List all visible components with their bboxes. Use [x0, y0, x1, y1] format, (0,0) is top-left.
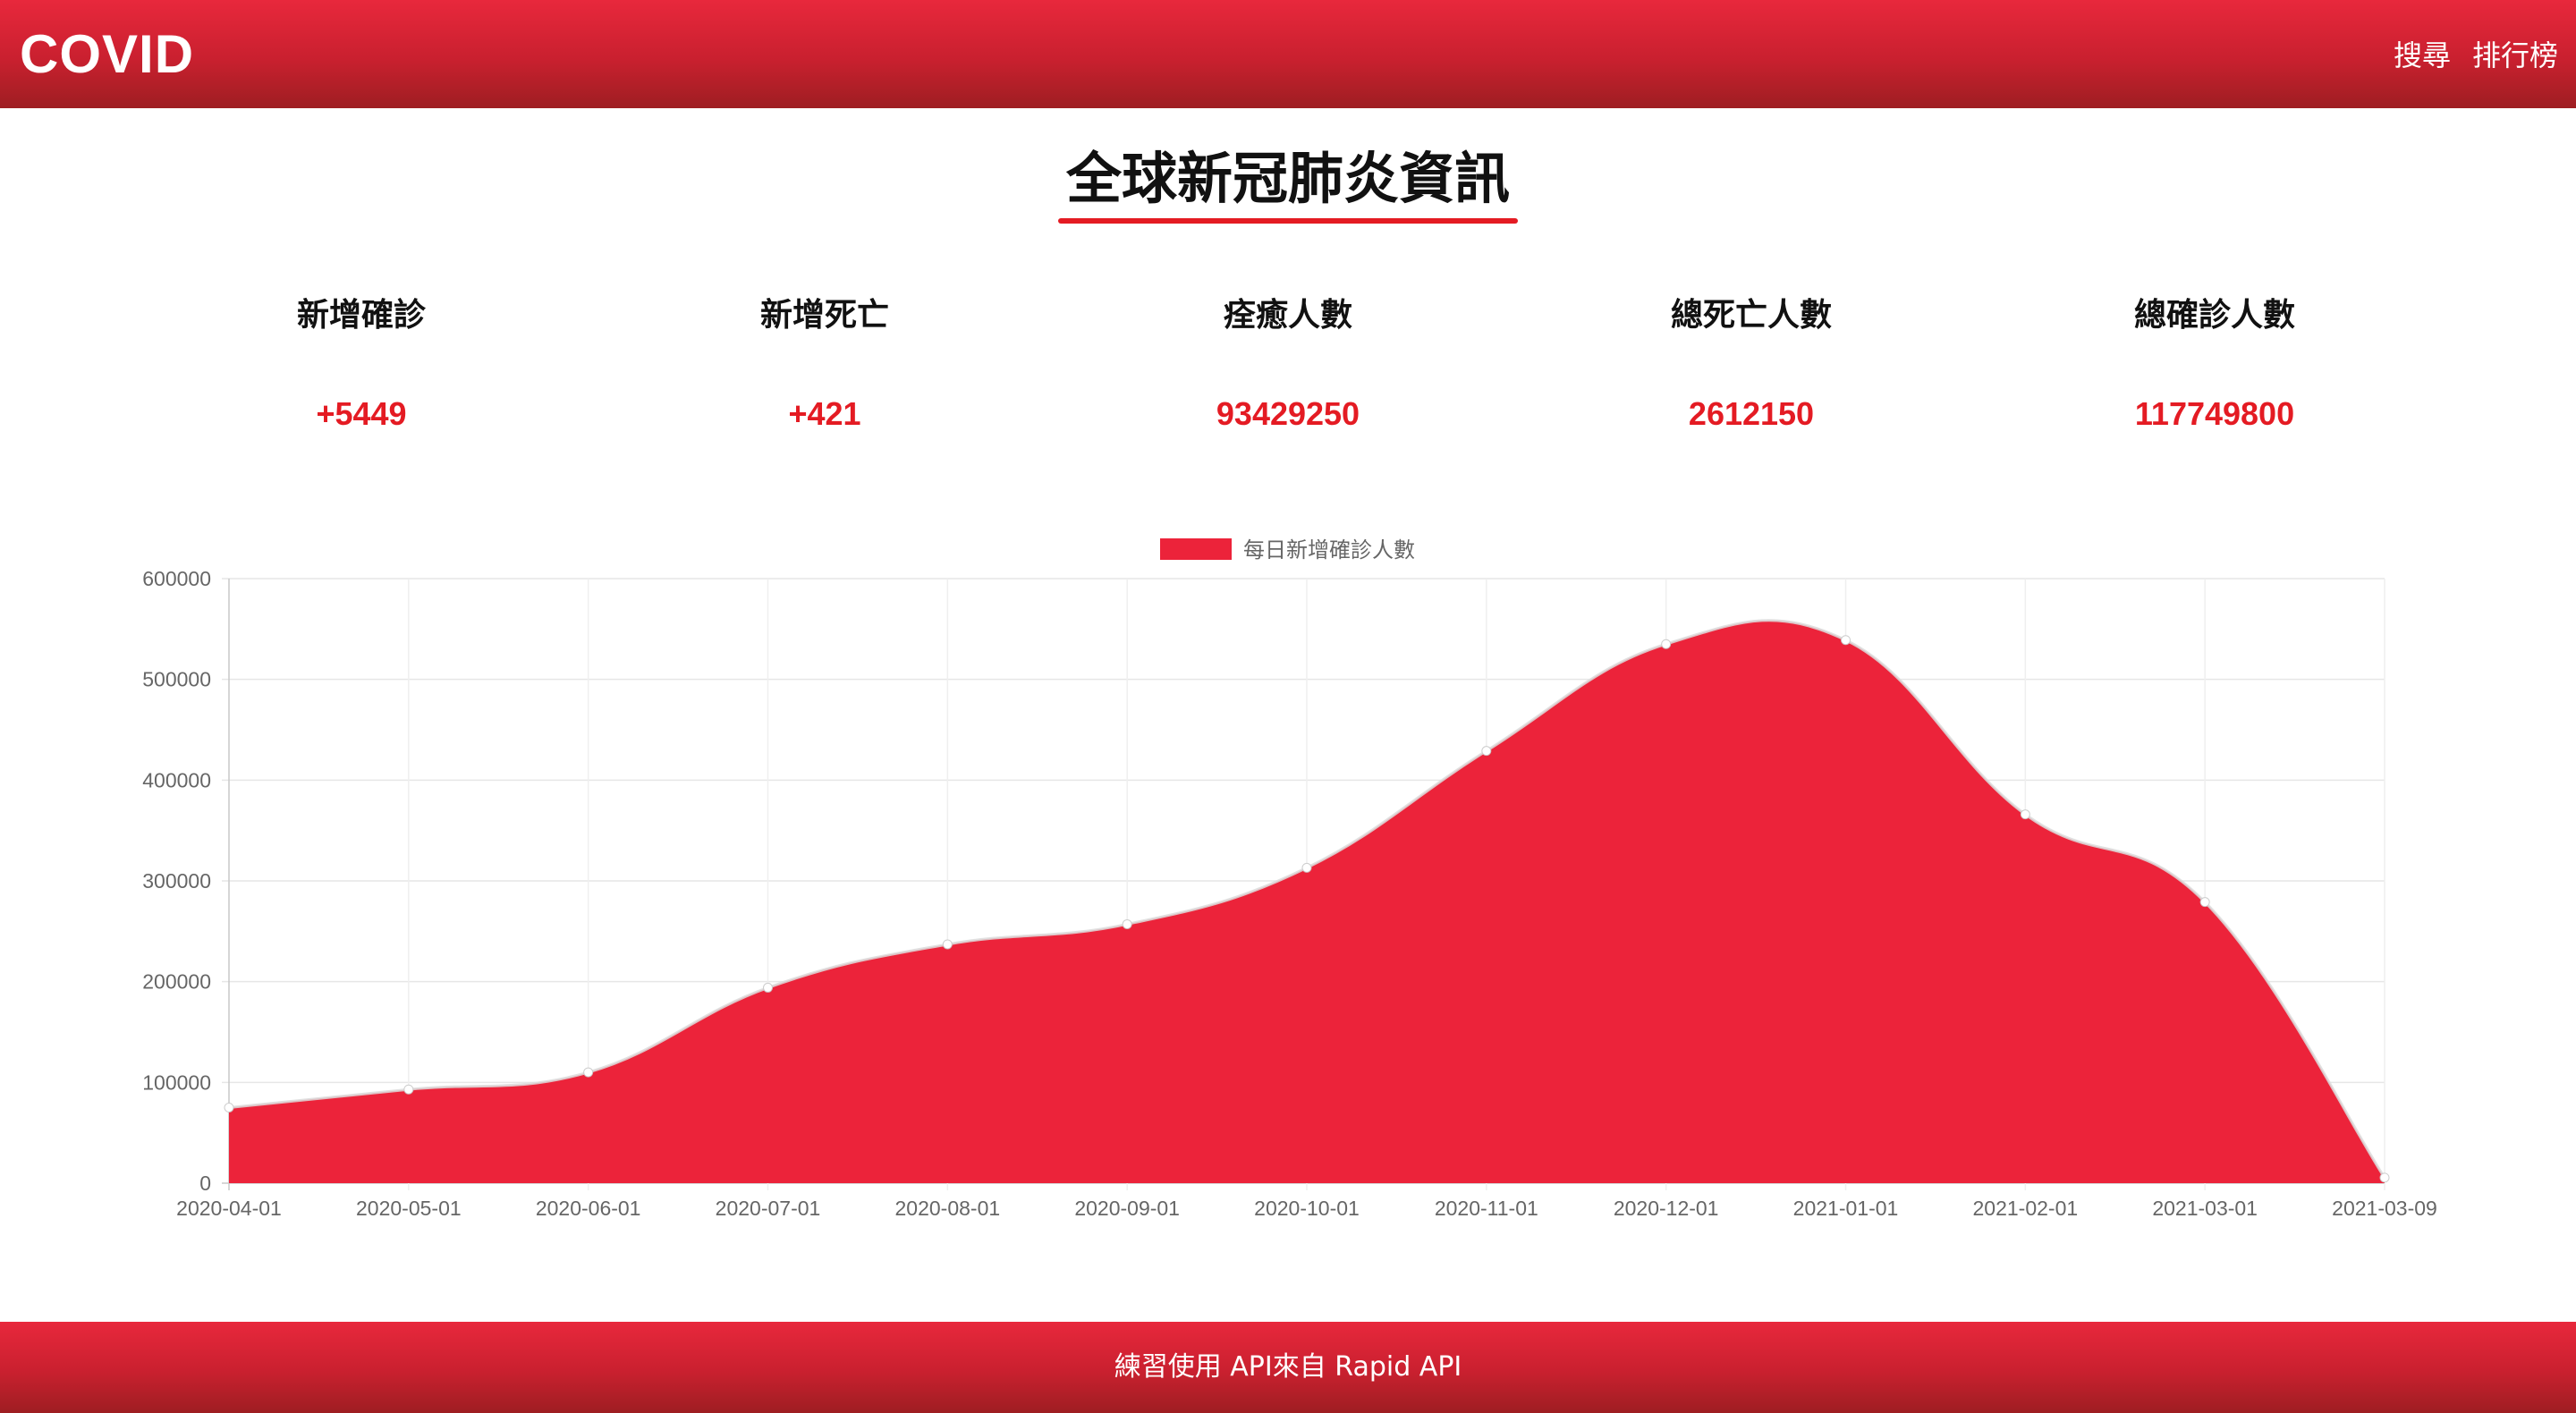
stat-label: 痊癒人數	[1223, 297, 1352, 334]
legend-swatch	[1160, 538, 1232, 560]
data-point[interactable]	[2020, 809, 2030, 820]
page-title: 全球新冠肺炎資訊	[1065, 146, 1510, 211]
stat-value: +421	[788, 395, 861, 432]
stat-label: 新增死亡	[759, 297, 889, 334]
stat-value: 93429250	[1216, 395, 1360, 432]
brand-logo[interactable]: COVID	[20, 24, 195, 84]
stat-recovered: 痊癒人數 93429250	[1118, 288, 1458, 442]
y-tick-label: 300000	[142, 869, 211, 893]
stat-total-deaths: 總死亡人數 2612150	[1581, 288, 1921, 442]
stat-value: 2612150	[1688, 395, 1815, 432]
data-point[interactable]	[583, 1067, 594, 1078]
y-tick-label: 400000	[142, 768, 211, 791]
x-tick-label: 2020-06-01	[536, 1197, 641, 1220]
x-tick-label: 2020-08-01	[895, 1197, 1001, 1220]
stat-new-cases: 新增確診 +5449	[191, 288, 531, 442]
chart-legend[interactable]: 每日新增確診人數	[1160, 538, 1415, 563]
stat-label: 總確診人數	[2133, 297, 2295, 334]
data-point[interactable]	[1481, 746, 1492, 757]
data-point[interactable]	[763, 982, 773, 993]
x-tick-label: 2020-11-01	[1435, 1197, 1538, 1220]
x-tick-label: 2020-05-01	[356, 1197, 462, 1220]
footer-text: 練習使用 API來自 Rapid API	[1114, 1351, 1462, 1383]
y-tick-label: 0	[199, 1172, 211, 1195]
stat-value: +5449	[316, 395, 407, 432]
data-point[interactable]	[942, 939, 953, 950]
x-tick-label: 2020-10-01	[1254, 1197, 1360, 1220]
data-point[interactable]	[224, 1103, 234, 1113]
stat-label: 新增確診	[296, 297, 426, 334]
y-tick-label: 600000	[142, 567, 211, 590]
y-tick-label: 200000	[142, 970, 211, 994]
data-point[interactable]	[1122, 918, 1132, 929]
chart-points	[224, 635, 2390, 1183]
x-tick-label: 2021-01-01	[1793, 1197, 1899, 1220]
nav-ranking-link[interactable]: 排行榜	[2471, 38, 2558, 72]
chart-axes: 0 100000 200000 300000 400000 500000 600000 202…	[142, 567, 2437, 1220]
series-area-fill	[229, 620, 2385, 1183]
data-point[interactable]	[1661, 639, 1672, 649]
top-bar: COVID 搜尋 排行榜	[0, 0, 2576, 108]
x-tick-label: 2020-09-01	[1074, 1197, 1180, 1220]
data-point[interactable]	[1301, 862, 1312, 873]
legend-label: 每日新增確診人數	[1243, 538, 1415, 563]
series-line	[228, 619, 2386, 1179]
data-point[interactable]	[403, 1084, 414, 1095]
stat-total-cases: 總確診人數 117749800	[2045, 288, 2385, 442]
title-underline	[1058, 218, 1518, 224]
data-point[interactable]	[1841, 635, 1851, 646]
footer: 練習使用 API來自 Rapid API	[0, 1322, 2576, 1413]
nav-search-link[interactable]: 搜尋	[2393, 38, 2451, 72]
x-tick-label: 2021-02-01	[1973, 1197, 2079, 1220]
stat-value: 117749800	[2134, 395, 2295, 432]
x-tick-label: 2020-12-01	[1614, 1197, 1719, 1220]
y-tick-label: 500000	[142, 668, 211, 691]
daily-cases-chart: 0 100000 200000 300000 400000 500000 600000 202…	[142, 538, 2437, 1220]
x-tick-label: 2021-03-09	[2332, 1197, 2437, 1220]
stat-label: 總死亡人數	[1670, 297, 1832, 334]
data-point[interactable]	[2199, 897, 2210, 908]
y-tick-label: 100000	[142, 1070, 211, 1094]
x-tick-label: 2020-07-01	[716, 1197, 821, 1220]
x-tick-label: 2021-03-01	[2152, 1197, 2258, 1220]
data-point[interactable]	[2379, 1172, 2390, 1183]
top-nav: 搜尋 排行榜	[2394, 34, 2558, 77]
chart-area	[228, 619, 2386, 1183]
stat-new-deaths: 新增死亡 +421	[655, 288, 995, 442]
x-tick-label: 2020-04-01	[176, 1197, 282, 1220]
